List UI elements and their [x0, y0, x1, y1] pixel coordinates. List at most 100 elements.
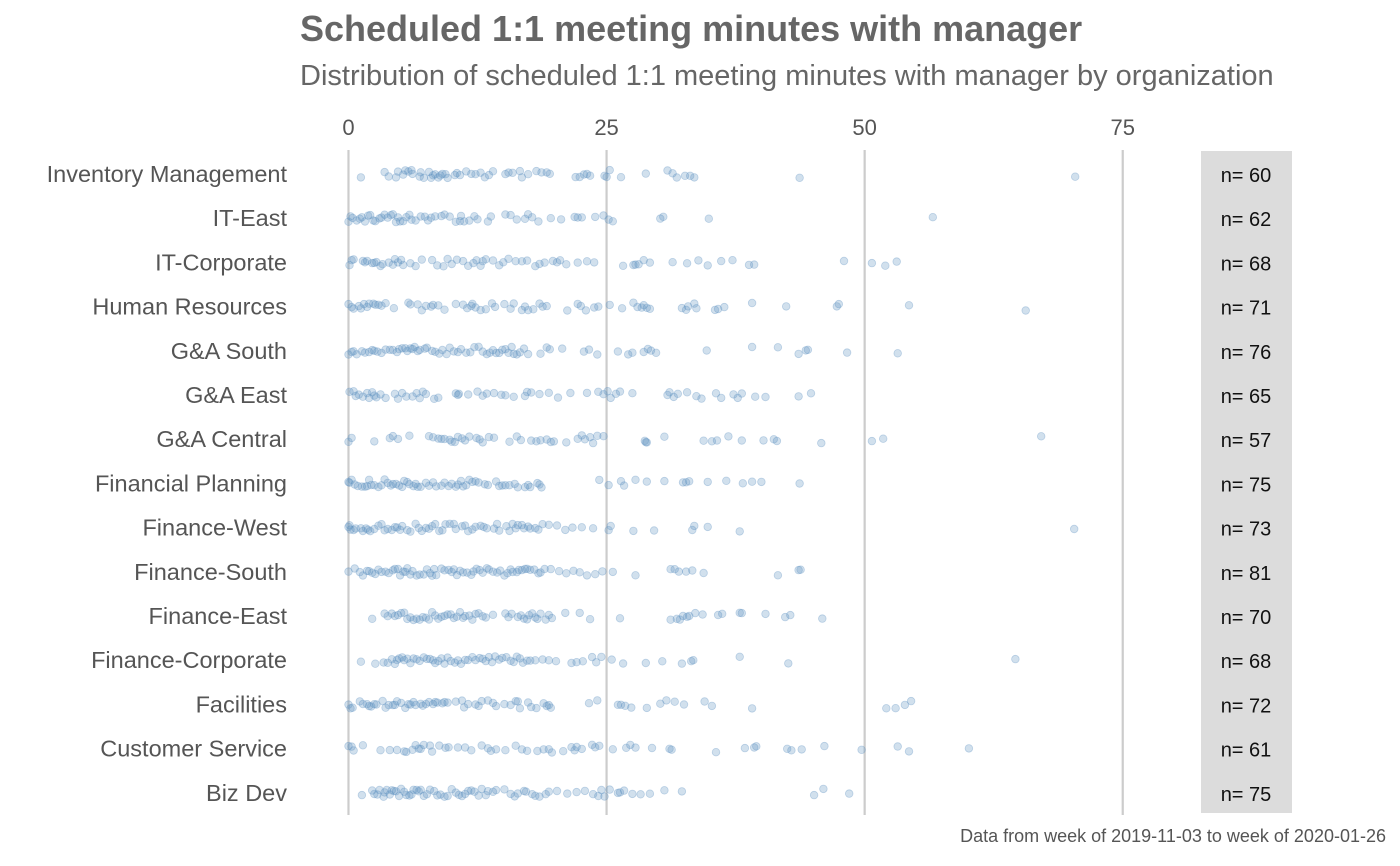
data-point [438, 169, 447, 179]
data-point [362, 566, 372, 576]
data-point [659, 212, 668, 221]
y-label-finance-south: Finance-South [134, 559, 287, 585]
data-point [491, 785, 501, 795]
data-point [412, 571, 421, 580]
data-point [385, 745, 394, 755]
data-point [357, 213, 367, 222]
data-point [1069, 524, 1079, 534]
data-point [371, 300, 380, 309]
data-point [437, 434, 446, 444]
y-label-biz-dev: Biz Dev [206, 780, 287, 806]
data-point [645, 789, 655, 798]
data-point [352, 350, 361, 359]
data-point [615, 788, 625, 797]
data-point [455, 216, 465, 226]
data-point [438, 526, 447, 535]
data-point [488, 567, 498, 576]
data-point [546, 213, 555, 223]
data-point [414, 787, 423, 796]
data-point [689, 656, 698, 665]
data-point [590, 258, 599, 267]
data-point [631, 475, 640, 484]
data-point [464, 655, 473, 665]
data-point [602, 172, 611, 182]
data-point [594, 302, 603, 311]
chart-title: Scheduled 1:1 meeting minutes with manag… [300, 8, 1083, 49]
data-point [392, 745, 402, 755]
data-point [670, 697, 679, 706]
data-point [694, 256, 703, 265]
data-point [378, 696, 387, 706]
data-point [377, 301, 386, 310]
data-point [834, 299, 843, 309]
data-point [553, 393, 563, 402]
data-point [408, 566, 417, 576]
data-point [593, 350, 602, 359]
data-point [384, 700, 393, 710]
data-point [882, 704, 891, 713]
data-point [388, 345, 398, 355]
data-point [490, 302, 500, 312]
data-point [507, 342, 516, 352]
data-point [546, 437, 555, 447]
data-point [510, 479, 519, 489]
data-point [509, 657, 518, 667]
data-point [411, 700, 420, 710]
data-point [480, 480, 489, 489]
data-point [468, 653, 477, 662]
y-label-it-east: IT-East [213, 205, 288, 231]
data-point [485, 348, 495, 357]
data-point [1011, 654, 1020, 664]
data-point [398, 482, 407, 492]
data-point [700, 697, 709, 706]
data-point [437, 654, 446, 663]
data-point [388, 210, 398, 219]
data-point [394, 481, 404, 490]
data-point [402, 392, 411, 401]
data-point [482, 524, 491, 533]
data-point [447, 259, 456, 269]
data-point [431, 658, 440, 668]
data-point [377, 348, 386, 358]
data-point [371, 659, 380, 668]
data-point [506, 700, 515, 710]
data-point [451, 389, 460, 398]
data-point [471, 700, 480, 709]
data-point [374, 482, 383, 492]
data-point [351, 391, 360, 401]
data-point [682, 388, 692, 397]
data-point [349, 304, 358, 313]
data-point [445, 212, 454, 221]
data-point [631, 260, 640, 269]
data-point [405, 431, 414, 440]
data-point [440, 566, 449, 575]
data-point [419, 791, 428, 801]
data-point [478, 438, 487, 447]
data-point [569, 566, 578, 575]
data-point [477, 696, 486, 706]
data-point [421, 478, 431, 487]
data-point [350, 564, 359, 573]
data-point [488, 167, 498, 176]
data-point [832, 302, 841, 311]
data-point [388, 431, 398, 441]
data-point [380, 167, 389, 177]
data-point [373, 347, 382, 356]
data-point [735, 652, 744, 661]
data-point [434, 393, 443, 402]
data-point [520, 302, 530, 311]
data-point [423, 216, 433, 225]
data-point [580, 786, 590, 796]
points-facilities [344, 696, 916, 713]
data-point [682, 612, 692, 621]
data-point [384, 172, 393, 181]
data-point [639, 347, 648, 357]
data-point [344, 700, 353, 709]
data-point [470, 212, 479, 221]
data-point [364, 475, 374, 484]
data-point [434, 434, 443, 443]
data-point [457, 522, 467, 531]
data-point [468, 477, 477, 487]
data-point [552, 786, 562, 796]
data-point [535, 389, 544, 399]
